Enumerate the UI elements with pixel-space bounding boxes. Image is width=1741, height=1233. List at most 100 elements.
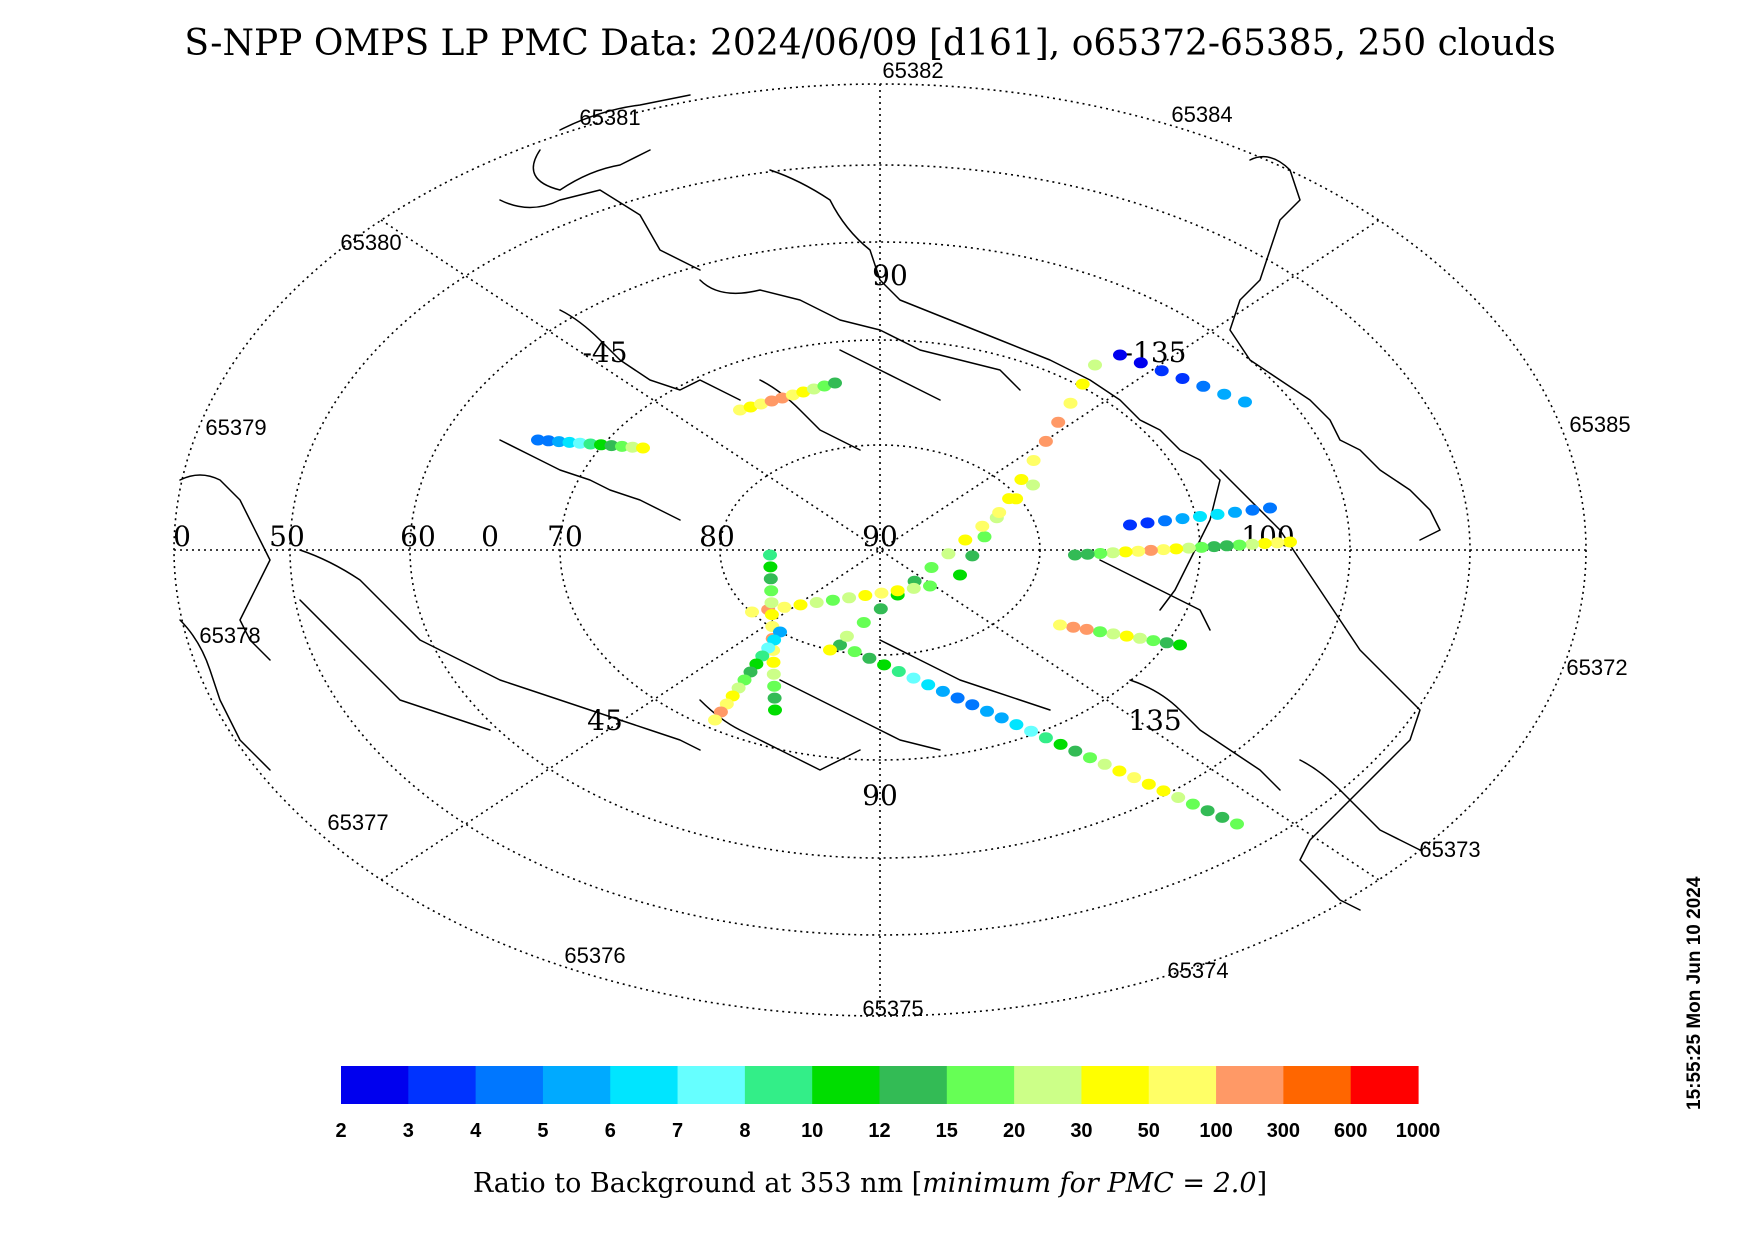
cloud-point: [977, 531, 992, 543]
colorbar-title: Ratio to Background at 353 nm [minimum f…: [473, 1168, 1267, 1199]
cloud-point: [923, 580, 937, 592]
cloud-point: [1263, 502, 1277, 514]
cloud-point: [847, 646, 862, 658]
cloud-point: [755, 650, 770, 662]
cloud-point: [763, 573, 778, 585]
colorbar-tick-label: 20: [1003, 1120, 1025, 1142]
cloud-point: [1193, 511, 1207, 522]
cloud-point: [958, 534, 973, 546]
cloud-point: [1230, 818, 1244, 830]
cloud-point: [1112, 765, 1127, 777]
cloud-point: [953, 569, 967, 581]
orbit-label-65379: 65379: [205, 415, 266, 440]
colorbar-tick-label: 1000: [1396, 1120, 1441, 1142]
cloud-observations: [531, 349, 1297, 830]
cloud-point: [764, 395, 779, 407]
grid-label-45: 45: [587, 704, 623, 737]
cloud-point: [1159, 637, 1174, 649]
grid-label-lat50: 50: [269, 520, 305, 553]
cloud-point: [1215, 811, 1230, 823]
colorbar-tick-label: 600: [1334, 1120, 1367, 1142]
cloud-point: [1154, 365, 1169, 377]
cloud-point: [1105, 547, 1120, 559]
cloud-point: [1245, 504, 1260, 516]
orbit-label-65374: 65374: [1167, 958, 1228, 983]
grid-label-0-inner: 0: [481, 520, 499, 553]
grid-label-135: 135: [1128, 704, 1181, 737]
colorbar-swatch: [341, 1066, 409, 1104]
colorbar-tick-label: 8: [739, 1120, 750, 1142]
meridian-135: [380, 219, 1380, 881]
cloud-point: [531, 434, 545, 446]
cloud-point: [743, 401, 758, 413]
cloud-point: [1181, 542, 1196, 554]
cloud-point: [761, 642, 776, 654]
colorbar-tick-label: 50: [1138, 1120, 1160, 1142]
colorbar-swatches: [341, 1066, 1419, 1104]
colorbar-tick-label: 300: [1267, 1120, 1300, 1142]
cloud-point: [873, 603, 888, 615]
cloud-point: [1053, 619, 1067, 631]
coastlines: [179, 94, 1441, 911]
cloud-point: [1146, 635, 1161, 647]
colorbar-swatch: [677, 1066, 746, 1104]
colorbar-swatch: [475, 1066, 544, 1104]
cloud-point: [745, 606, 759, 618]
cloud-point: [1133, 632, 1147, 644]
cloud-point: [1200, 805, 1215, 817]
polar-map: 90 -45 -135 0 50 60 0 70 80 90 100 45 13…: [173, 58, 1631, 1021]
cloud-point: [1196, 380, 1211, 392]
colorbar-swatch: [879, 1066, 948, 1104]
cloud-point: [992, 507, 1007, 518]
orbit-label-65377: 65377: [327, 810, 388, 835]
colorbar-tick-labels: 2 3 4 5 6 7 8 10 12 15 20 30 50 100 300 600 1000: [335, 1120, 1440, 1142]
cloud-point: [1283, 536, 1297, 548]
cloud-point: [1232, 539, 1247, 551]
colorbar-swatch: [744, 1066, 813, 1104]
cloud-point: [615, 440, 629, 452]
grid-label-lat70: 70: [547, 520, 583, 553]
orbit-label-65372: 65372: [1566, 655, 1627, 680]
cloud-point: [1158, 515, 1172, 527]
cloud-point: [767, 634, 782, 646]
cloud-point: [1093, 548, 1108, 559]
cloud-point: [775, 392, 790, 404]
cloud-point: [1080, 548, 1095, 560]
cloud-point: [1257, 538, 1272, 549]
cloud-point: [1068, 745, 1083, 757]
colorbar-title-italic: minimum for PMC = 2.0: [922, 1168, 1256, 1199]
cloud-point: [1079, 623, 1094, 635]
cloud-point: [924, 562, 939, 573]
cloud-point: [921, 679, 936, 691]
cloud-point: [725, 690, 740, 702]
grid-labels: 90 -45 -135 0 50 60 0 70 80 90 100 45 13…: [173, 259, 1295, 812]
cloud-point: [625, 441, 640, 453]
cloud-point: [890, 585, 905, 597]
orbit-label-65381: 65381: [579, 105, 640, 130]
cloud-point: [891, 666, 906, 677]
cloud-point: [1175, 373, 1190, 384]
cloud-point: [713, 706, 728, 718]
cloud-point: [1140, 517, 1155, 529]
cloud-point: [1009, 493, 1024, 505]
cloud-point: [1156, 785, 1171, 797]
cloud-point: [719, 698, 734, 710]
cloud-point: [858, 590, 873, 601]
cloud-point: [743, 666, 758, 678]
cloud-point: [1141, 778, 1156, 790]
orbit-label-65373: 65373: [1419, 837, 1480, 862]
colorbar-swatch: [610, 1066, 679, 1104]
cloud-point: [573, 437, 587, 449]
cloud-point: [950, 692, 965, 704]
grid-label-0-left: 0: [173, 520, 191, 553]
colorbar-tick-label: 5: [537, 1120, 548, 1142]
grid-label-lat80: 80: [699, 520, 735, 553]
cloud-point: [1156, 544, 1171, 556]
cloud-point: [785, 389, 800, 401]
colorbar-swatch: [1216, 1066, 1284, 1104]
cloud-point: [766, 668, 781, 680]
orbit-label-65378: 65378: [199, 623, 260, 648]
orbit-label-65376: 65376: [564, 943, 625, 968]
cloud-point: [636, 442, 650, 454]
cloud-point: [906, 672, 921, 684]
